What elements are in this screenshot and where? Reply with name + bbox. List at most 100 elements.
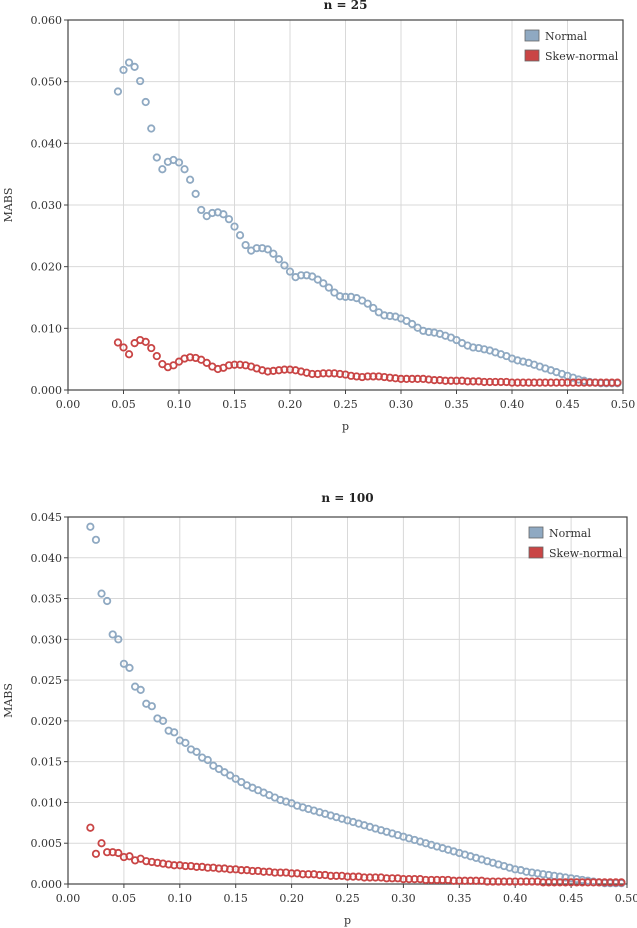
y-tick-label: 0.035 (31, 593, 63, 606)
chart-n25: n = 25 0.00 0.05 0.10 0.15 0.20 0.25 0.30 0.35 0.… (2, 0, 635, 433)
y-tick-label: 0.020 (31, 261, 63, 274)
data-point (180, 165, 189, 174)
y-tick-label: 0.010 (31, 322, 63, 335)
legend-swatch (528, 546, 544, 559)
chart-title: n = 100 (321, 491, 373, 505)
x-tick-label: 0.30 (389, 398, 414, 411)
y-axis-label: MABS (2, 683, 15, 718)
data-point (274, 255, 283, 264)
legend-label: Skew-normal (545, 50, 619, 63)
data-point (108, 630, 117, 639)
y-tick-label: 0.000 (31, 878, 63, 891)
x-tick-label: 0.40 (500, 398, 525, 411)
data-point (363, 299, 372, 308)
x-tick-label: 0.45 (555, 398, 580, 411)
data-point (235, 231, 245, 240)
data-point (263, 245, 272, 254)
data-point (202, 358, 211, 367)
y-tick-label: 0.030 (31, 199, 63, 212)
legend-label: Normal (545, 30, 587, 43)
data-point (613, 378, 622, 387)
series-normal (86, 522, 626, 888)
data-point (192, 747, 201, 756)
data-point (114, 635, 123, 644)
data-point (407, 319, 417, 329)
data-point (147, 343, 156, 353)
data-point (369, 303, 378, 313)
x-tick-label: 0.30 (391, 892, 416, 905)
legend-label: Skew-normal (549, 547, 623, 560)
x-tick-label: 0.25 (335, 892, 360, 905)
x-tick-label: 0.20 (278, 398, 303, 411)
data-point (197, 205, 206, 215)
data-point (125, 663, 134, 672)
chart-n100: n = 100 0.00 0.05 0.10 0.15 0.20 0.25 0.30 0.35 0… (2, 491, 637, 927)
data-point (152, 153, 161, 162)
data-point (86, 823, 95, 832)
data-point (152, 351, 161, 361)
x-tick-label: 0.15 (222, 398, 247, 411)
plot-frame (67, 19, 624, 391)
data-point (224, 215, 234, 224)
x-tick-label: 0.50 (615, 892, 637, 905)
data-point (617, 878, 626, 887)
data-point (147, 124, 156, 133)
data-point (103, 596, 112, 606)
y-tick-label: 0.020 (31, 715, 63, 728)
data-point (181, 738, 190, 748)
x-tick-label: 0.25 (333, 398, 358, 411)
legend-swatch (528, 526, 544, 539)
data-point (230, 222, 239, 231)
x-tick-label: 0.05 (111, 398, 136, 411)
data-point (119, 659, 129, 668)
x-tick-label: 0.35 (444, 398, 469, 411)
x-tick-label: 0.35 (447, 892, 472, 905)
data-point (280, 261, 289, 270)
data-point (219, 210, 228, 219)
x-tick-label: 0.05 (112, 892, 137, 905)
y-tick-label: 0.045 (31, 511, 63, 524)
data-point (136, 76, 145, 86)
y-tick-label: 0.010 (31, 796, 63, 809)
data-point (158, 716, 168, 725)
data-point (86, 522, 95, 531)
data-point (97, 589, 106, 598)
y-tick-label: 0.050 (31, 76, 63, 89)
data-point (191, 189, 200, 198)
y-tick-label: 0.040 (31, 137, 63, 150)
data-point (324, 283, 333, 292)
data-point (141, 337, 150, 346)
x-tick-label: 0.45 (559, 892, 584, 905)
y-axis-label: MABS (2, 188, 15, 223)
data-point (241, 240, 250, 250)
y-tick-label: 0.025 (31, 674, 63, 687)
data-point (269, 249, 278, 258)
data-point (97, 839, 106, 848)
x-axis-label: p (342, 420, 349, 433)
legend-label: Normal (549, 527, 591, 540)
data-point (124, 58, 134, 67)
data-point (330, 288, 339, 297)
y-tick-label: 0.040 (31, 552, 63, 565)
x-tick-label: 0.10 (167, 398, 192, 411)
x-tick-label: 0.20 (279, 892, 304, 905)
data-point (141, 97, 150, 107)
series-skew-normal (86, 823, 626, 887)
data-point (147, 702, 156, 711)
series-normal (113, 58, 622, 388)
chart-title: n = 25 (324, 0, 368, 12)
y-tick-label: 0.015 (31, 756, 63, 769)
data-point (125, 852, 134, 861)
data-point (136, 685, 145, 694)
data-point (113, 87, 123, 96)
data-point (319, 279, 328, 288)
data-point (313, 275, 322, 284)
data-point (158, 165, 167, 174)
data-point (186, 175, 195, 184)
y-tick-label: 0.030 (31, 633, 63, 646)
data-point (113, 338, 123, 347)
x-tick-label: 0.00 (56, 892, 81, 905)
data-point (130, 62, 139, 71)
data-point (124, 350, 134, 359)
